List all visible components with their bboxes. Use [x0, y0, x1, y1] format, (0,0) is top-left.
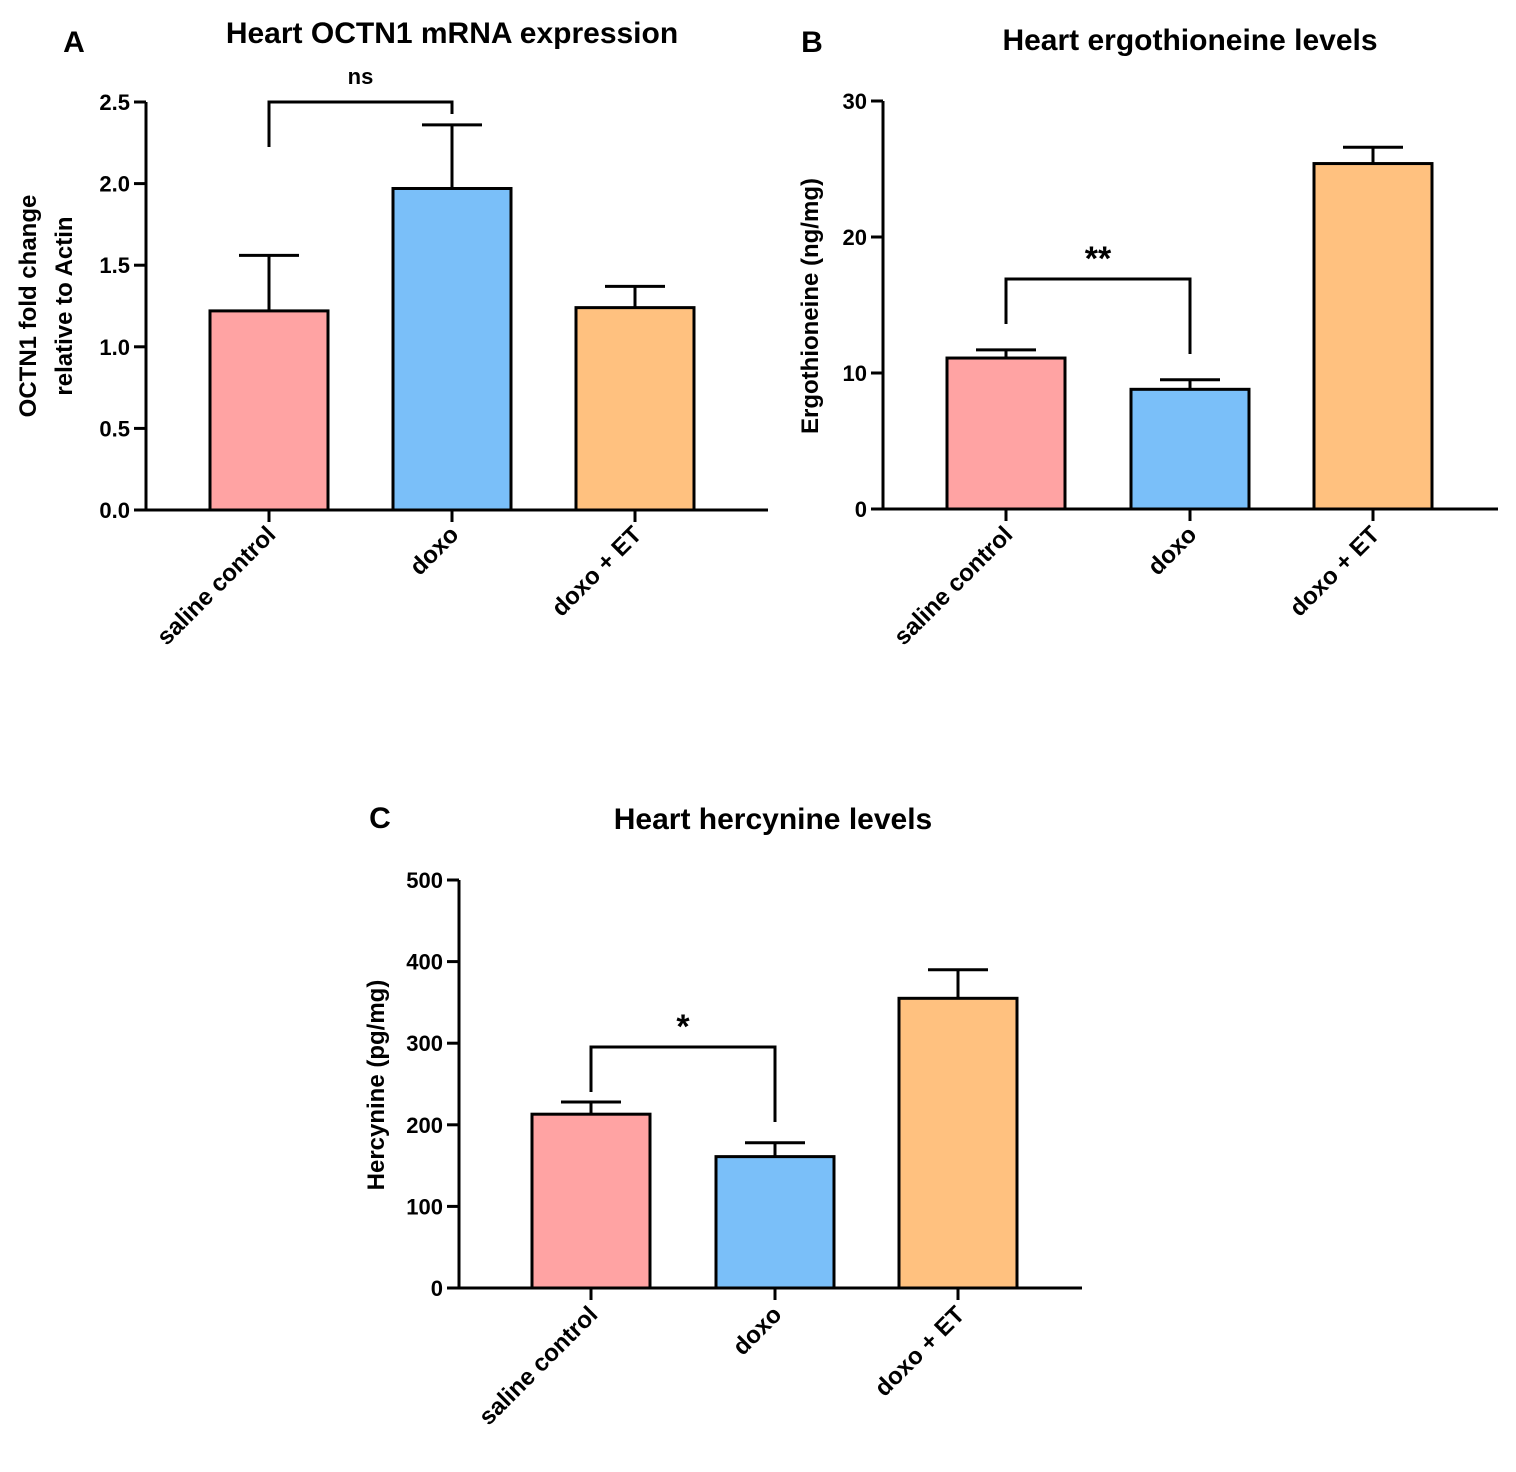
y-axis-label: Hercynine (pg/mg)	[363, 980, 390, 1191]
bar-saline-control	[208, 309, 330, 512]
y-tick-label: 500	[406, 868, 443, 893]
x-tick-label: saline control	[474, 1301, 603, 1430]
chart-title: Heart OCTN1 mRNA expression	[226, 17, 678, 50]
significance-bracket	[589, 1045, 777, 1122]
y-tick-label: 10	[843, 361, 867, 386]
y-tick-label: 0.5	[99, 416, 130, 441]
x-tick-label: doxo + ET	[547, 521, 648, 622]
panel-letter: B	[801, 26, 823, 59]
x-tick-label: doxo	[728, 1301, 788, 1361]
x-tick-label: doxo + ET	[1285, 521, 1386, 622]
x-tick-label: saline control	[889, 521, 1018, 650]
bar-doxo-et	[574, 306, 696, 512]
bar-doxo	[391, 186, 513, 512]
y-tick-label: 0.0	[99, 498, 130, 523]
y-tick-label: 2.5	[99, 90, 130, 115]
x-tick-label: doxo	[1143, 521, 1203, 581]
panel-letter: C	[369, 802, 391, 835]
y-tick-label: 0	[855, 497, 867, 522]
significance-bracket	[267, 100, 454, 147]
bar-saline-control	[530, 1112, 652, 1290]
bar-saline-control	[945, 356, 1067, 511]
y-tick-label: 0	[431, 1276, 443, 1301]
y-tick-label: 1.0	[99, 335, 130, 360]
y-tick-label: 30	[843, 89, 867, 114]
y-tick-label: 100	[406, 1194, 443, 1219]
significance-label: *	[676, 1008, 690, 1046]
x-tick-label: doxo	[405, 521, 465, 581]
y-tick-label: 400	[406, 950, 443, 975]
significance-label: **	[1085, 240, 1112, 278]
significance-label: ns	[348, 64, 374, 89]
panel-a: A Heart OCTN1 mRNA expression OCTN1 fold c…	[15, 17, 768, 651]
panel-c: C Heart hercynine levels Hercynine (pg/mg)…	[363, 802, 1082, 1431]
chart-title: Heart hercynine levels	[614, 803, 933, 836]
x-tick-label: saline control	[152, 521, 281, 650]
y-tick-label: 1.5	[99, 253, 130, 278]
bar-doxo	[1129, 387, 1251, 511]
bar-doxo-et	[1312, 162, 1434, 511]
panel-letter: A	[63, 26, 85, 59]
y-tick-label: 20	[843, 225, 867, 250]
x-tick-label: doxo + ET	[870, 1301, 971, 1402]
y-tick-label: 300	[406, 1031, 443, 1056]
panel-b: B Heart ergothioneine levels Ergothioneine…	[797, 24, 1498, 651]
significance-bracket	[1004, 277, 1192, 354]
y-tick-label: 2.0	[99, 172, 130, 197]
chart-title: Heart ergothioneine levels	[1002, 24, 1377, 57]
y-tick-label: 200	[406, 1113, 443, 1138]
bar-doxo	[714, 1155, 836, 1290]
bar-doxo-et	[897, 996, 1019, 1290]
y-axis-label: Ergothioneine (ng/mg)	[797, 178, 824, 434]
y-axis-label: relative to Actin	[51, 216, 78, 395]
y-axis-label: OCTN1 fold change	[15, 195, 42, 418]
